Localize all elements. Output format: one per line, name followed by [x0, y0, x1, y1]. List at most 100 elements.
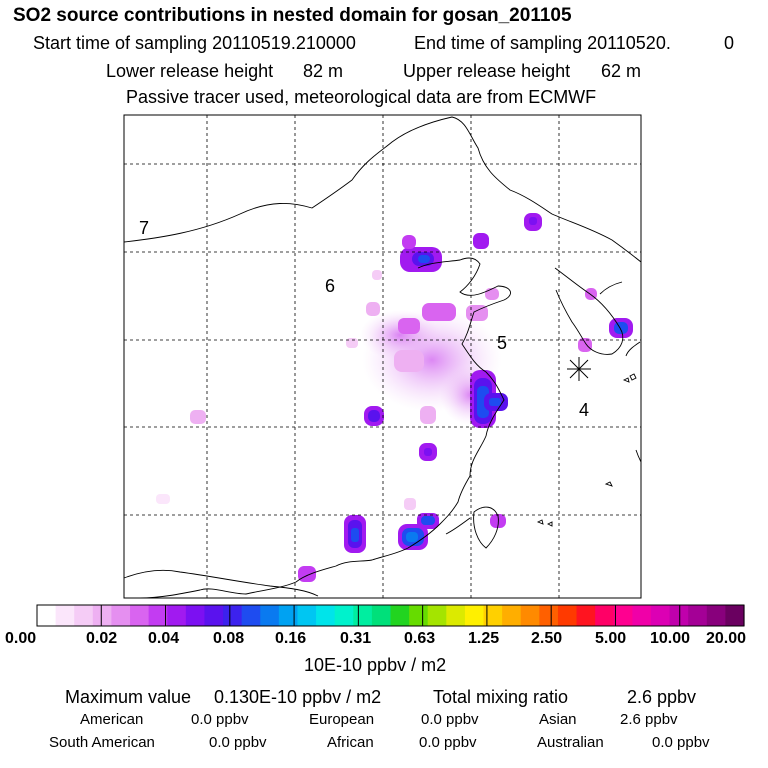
- region-label: 6: [325, 276, 335, 296]
- receptor-marker: [567, 357, 591, 381]
- region-label: 5: [497, 333, 507, 353]
- colorbar-swatch: [111, 605, 131, 626]
- colorbar-tick-label: 1.25: [468, 630, 500, 647]
- asian-value: 2.6 ppbv: [620, 711, 678, 728]
- colorbar-swatch: [464, 605, 485, 626]
- colorbar: [37, 605, 745, 626]
- colorbar-swatch: [334, 605, 354, 626]
- total-mixing-value: 2.6 ppbv: [627, 687, 697, 707]
- map-frame: [123, 114, 642, 599]
- south-american-label: South American: [49, 734, 155, 751]
- asian-label: Asian: [539, 711, 577, 728]
- african-value: 0.0 ppbv: [419, 734, 477, 751]
- upper-height-label: Upper release height: [403, 61, 571, 81]
- american-label: American: [80, 711, 144, 728]
- colorbar-swatch: [204, 605, 224, 626]
- source-blob: [470, 370, 508, 428]
- colorbar-swatch: [241, 605, 261, 626]
- colorbar-tick-label: 0.31: [340, 630, 372, 647]
- source-blob: [419, 443, 437, 461]
- max-value-label: Maximum value: [65, 687, 192, 707]
- american-value: 0.0 ppbv: [191, 711, 249, 728]
- colorbar-swatch: [223, 605, 243, 626]
- colorbar-tick-label: 0.16: [275, 630, 307, 647]
- colorbar-ticks: [100, 605, 681, 626]
- end-time-suffix: 0: [724, 33, 735, 53]
- lat-lon-grid: [124, 115, 641, 598]
- colorbar-swatch: [669, 605, 689, 626]
- colorbar-tick-label: 0.00: [5, 630, 37, 647]
- region-label: 7: [139, 218, 149, 238]
- colorbar-swatch: [576, 605, 596, 626]
- colorbar-swatch: [148, 605, 168, 626]
- colorbar-swatch: [706, 605, 726, 626]
- tracer-note: Passive tracer used, meteorological data…: [126, 87, 597, 107]
- colorbar-swatch: [725, 605, 745, 626]
- colorbar-swatch: [650, 605, 671, 626]
- total-mixing-label: Total mixing ratio: [433, 687, 569, 707]
- colorbar-tick-label: 0.08: [213, 630, 245, 647]
- chart-title: SO2 source contributions in nested domai…: [13, 5, 572, 26]
- colorbar-swatch: [371, 605, 392, 626]
- colorbar-swatch: [483, 605, 503, 626]
- colorbar-frame: [36, 604, 745, 627]
- colorbar-swatch: [130, 605, 150, 626]
- colorbar-swatch: [539, 605, 559, 626]
- colorbar-swatch: [390, 605, 410, 626]
- source-blob: [473, 233, 489, 249]
- colorbar-swatch: [446, 605, 466, 626]
- source-blob: [398, 513, 439, 550]
- australian-value: 0.0 ppbv: [652, 734, 710, 751]
- colorbar-swatch: [278, 605, 299, 626]
- colorbar-tick-label: 5.00: [595, 630, 627, 647]
- source-blob: [394, 288, 499, 372]
- colorbar-tick-label: 0.63: [404, 630, 436, 647]
- colorbar-swatch: [185, 605, 206, 626]
- colorbar-swatch: [92, 605, 113, 626]
- colorbar-tick-label: 20.00: [706, 630, 747, 647]
- source-blob: [364, 406, 384, 426]
- european-value: 0.0 ppbv: [421, 711, 479, 728]
- upper-height-value: 62 m: [601, 61, 642, 81]
- african-label: African: [327, 734, 374, 751]
- source-blob: [609, 318, 633, 338]
- colorbar-swatch: [613, 605, 633, 626]
- colorbar-swatch: [297, 605, 317, 626]
- source-blob: [344, 515, 366, 553]
- source-blob: [524, 213, 542, 231]
- start-time-label: Start time of sampling 20110519.210000: [33, 33, 356, 53]
- source-blob: [400, 235, 442, 272]
- coastline: [124, 116, 641, 598]
- south-american-value: 0.0 ppbv: [209, 734, 267, 751]
- lower-height-label: Lower release height: [106, 61, 274, 81]
- max-value: 0.130E-10 ppbv / m2: [214, 687, 382, 707]
- colorbar-swatch: [557, 605, 578, 626]
- european-label: European: [309, 711, 375, 728]
- colorbar-swatch: [316, 605, 336, 626]
- source-blob: [156, 270, 436, 510]
- colorbar-swatch: [37, 605, 57, 626]
- colorbar-unit: 10E-10 ppbv / m2: [304, 655, 447, 675]
- colorbar-swatch: [74, 605, 94, 626]
- australian-label: Australian: [537, 734, 604, 751]
- lower-height-value: 82 m: [303, 61, 344, 81]
- colorbar-tick-label: 0.02: [86, 630, 118, 647]
- colorbar-swatch: [55, 605, 75, 626]
- colorbar-swatch: [167, 605, 187, 626]
- end-time-label: End time of sampling 20110520.: [414, 33, 671, 53]
- region-label: 4: [579, 400, 589, 420]
- colorbar-swatch: [260, 605, 280, 626]
- colorbar-swatch: [353, 605, 373, 626]
- diffuse-plume: [360, 310, 440, 360]
- colorbar-swatch: [409, 605, 429, 626]
- colorbar-tick-label: 10.00: [650, 630, 691, 647]
- colorbar-swatch: [688, 605, 708, 626]
- colorbar-swatch: [502, 605, 522, 626]
- colorbar-tick-label: 0.04: [148, 630, 180, 647]
- map-area: [124, 115, 641, 598]
- colorbar-swatch: [520, 605, 540, 626]
- colorbar-swatch: [595, 605, 615, 626]
- source-blob: [298, 566, 316, 582]
- colorbar-swatch: [427, 605, 447, 626]
